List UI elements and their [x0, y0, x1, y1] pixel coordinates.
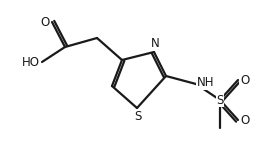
Text: O: O	[240, 114, 249, 127]
Text: S: S	[216, 93, 224, 107]
Text: S: S	[134, 110, 142, 123]
Text: O: O	[240, 73, 249, 86]
Text: O: O	[41, 15, 50, 29]
Text: N: N	[151, 37, 159, 50]
Text: HO: HO	[22, 56, 40, 70]
Text: NH: NH	[197, 76, 214, 90]
